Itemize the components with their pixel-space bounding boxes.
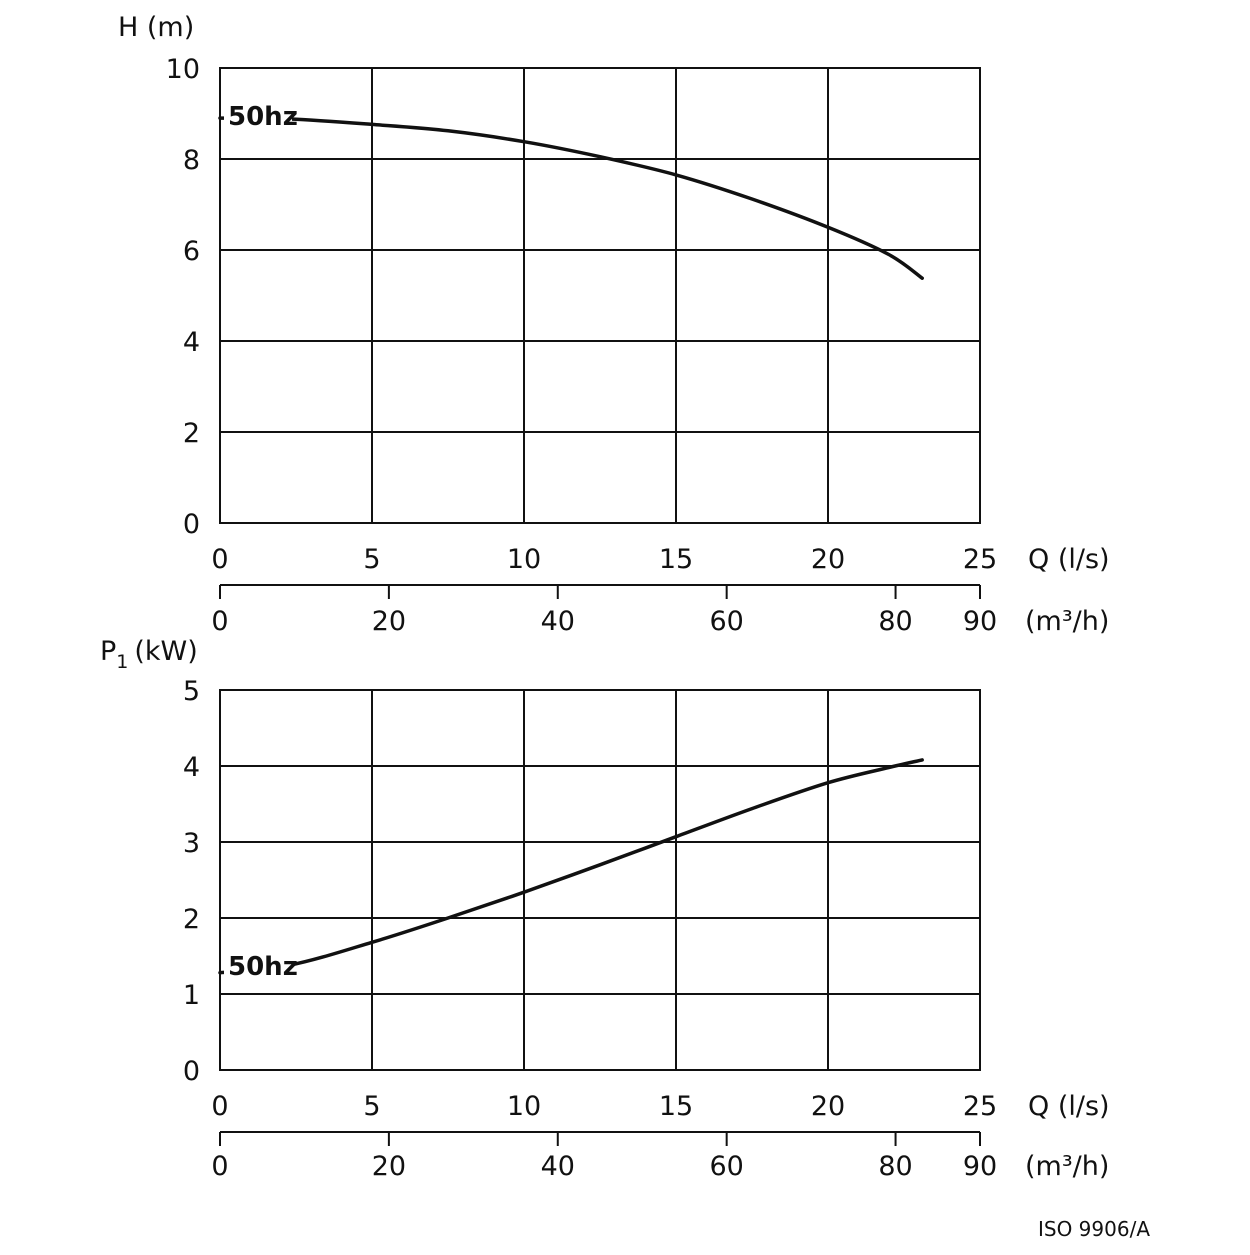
y-axis-title: P1 (kW): [100, 636, 198, 673]
series-label: 50hz: [228, 102, 298, 132]
plot-frame: [219, 67, 981, 524]
x-tick-label-ls: 20: [811, 1091, 845, 1122]
y-tick-label: 2: [183, 904, 200, 935]
y-tick-label: 4: [183, 327, 200, 358]
standard-footnote: ISO 9906/A: [1038, 1217, 1150, 1241]
y-tick-label: 10: [166, 54, 200, 85]
x-tick-label-m3h: 90: [963, 606, 997, 637]
y-tick-label: 0: [183, 509, 200, 540]
x-tick-label-m3h: 20: [372, 606, 406, 637]
chart-1: 0 2 4 6 8 10 H (m) 0 5 10 15 20 25 Q (l/s) 0 20 40 60 80 90…: [118, 12, 1110, 637]
y-tick-label: 2: [183, 418, 200, 449]
x-axis-title-m3h: (m³/h): [1025, 606, 1109, 637]
x-tick-label-m3h: 80: [878, 606, 912, 637]
series-label: 50hz: [228, 952, 298, 982]
x-tick-label-ls: 5: [363, 544, 380, 575]
series-line-50hz: [218, 758, 924, 975]
x-tick-label-m3h: 40: [541, 606, 575, 637]
series-label-background: [224, 949, 292, 983]
y-tick-label: 6: [183, 236, 200, 267]
y-tick-label: 8: [183, 145, 200, 176]
y-tick-label: 3: [183, 828, 200, 859]
x-tick-label-ls: 0: [211, 544, 228, 575]
y-tick-label: 4: [183, 752, 200, 783]
x-tick-label-ls: 25: [963, 544, 997, 575]
x-tick-label-m3h: 60: [709, 606, 743, 637]
x-axis-title-ls: Q (l/s): [1028, 1091, 1110, 1122]
x-tick-label-m3h: 40: [541, 1151, 575, 1182]
y-axis-title: H (m): [118, 12, 194, 43]
x-axis-title-m3h: (m³/h): [1025, 1151, 1109, 1182]
x-tick-label-m3h: 80: [878, 1151, 912, 1182]
y-tick-label: 1: [183, 980, 200, 1011]
x-tick-label-m3h: 20: [372, 1151, 406, 1182]
x-tick-label-ls: 15: [659, 1091, 693, 1122]
x-tick-label-m3h: 0: [211, 606, 228, 637]
x-tick-label-ls: 10: [507, 544, 541, 575]
x-tick-label-ls: 0: [211, 1091, 228, 1122]
x-tick-label-ls: 25: [963, 1091, 997, 1122]
x-tick-label-m3h: 90: [963, 1151, 997, 1182]
x-tick-label-m3h: 60: [709, 1151, 743, 1182]
plot-frame: [219, 689, 981, 1071]
series-label-background: [224, 99, 292, 133]
x-tick-label-ls: 15: [659, 544, 693, 575]
x-tick-label-ls: 5: [363, 1091, 380, 1122]
y-tick-label: 0: [183, 1056, 200, 1087]
series-line-50hz: [218, 116, 924, 280]
x-axis-title-ls: Q (l/s): [1028, 544, 1110, 575]
y-tick-label: 5: [183, 676, 200, 707]
x-tick-label-ls: 10: [507, 1091, 541, 1122]
x-tick-label-ls: 20: [811, 544, 845, 575]
x-tick-label-m3h: 0: [211, 1151, 228, 1182]
